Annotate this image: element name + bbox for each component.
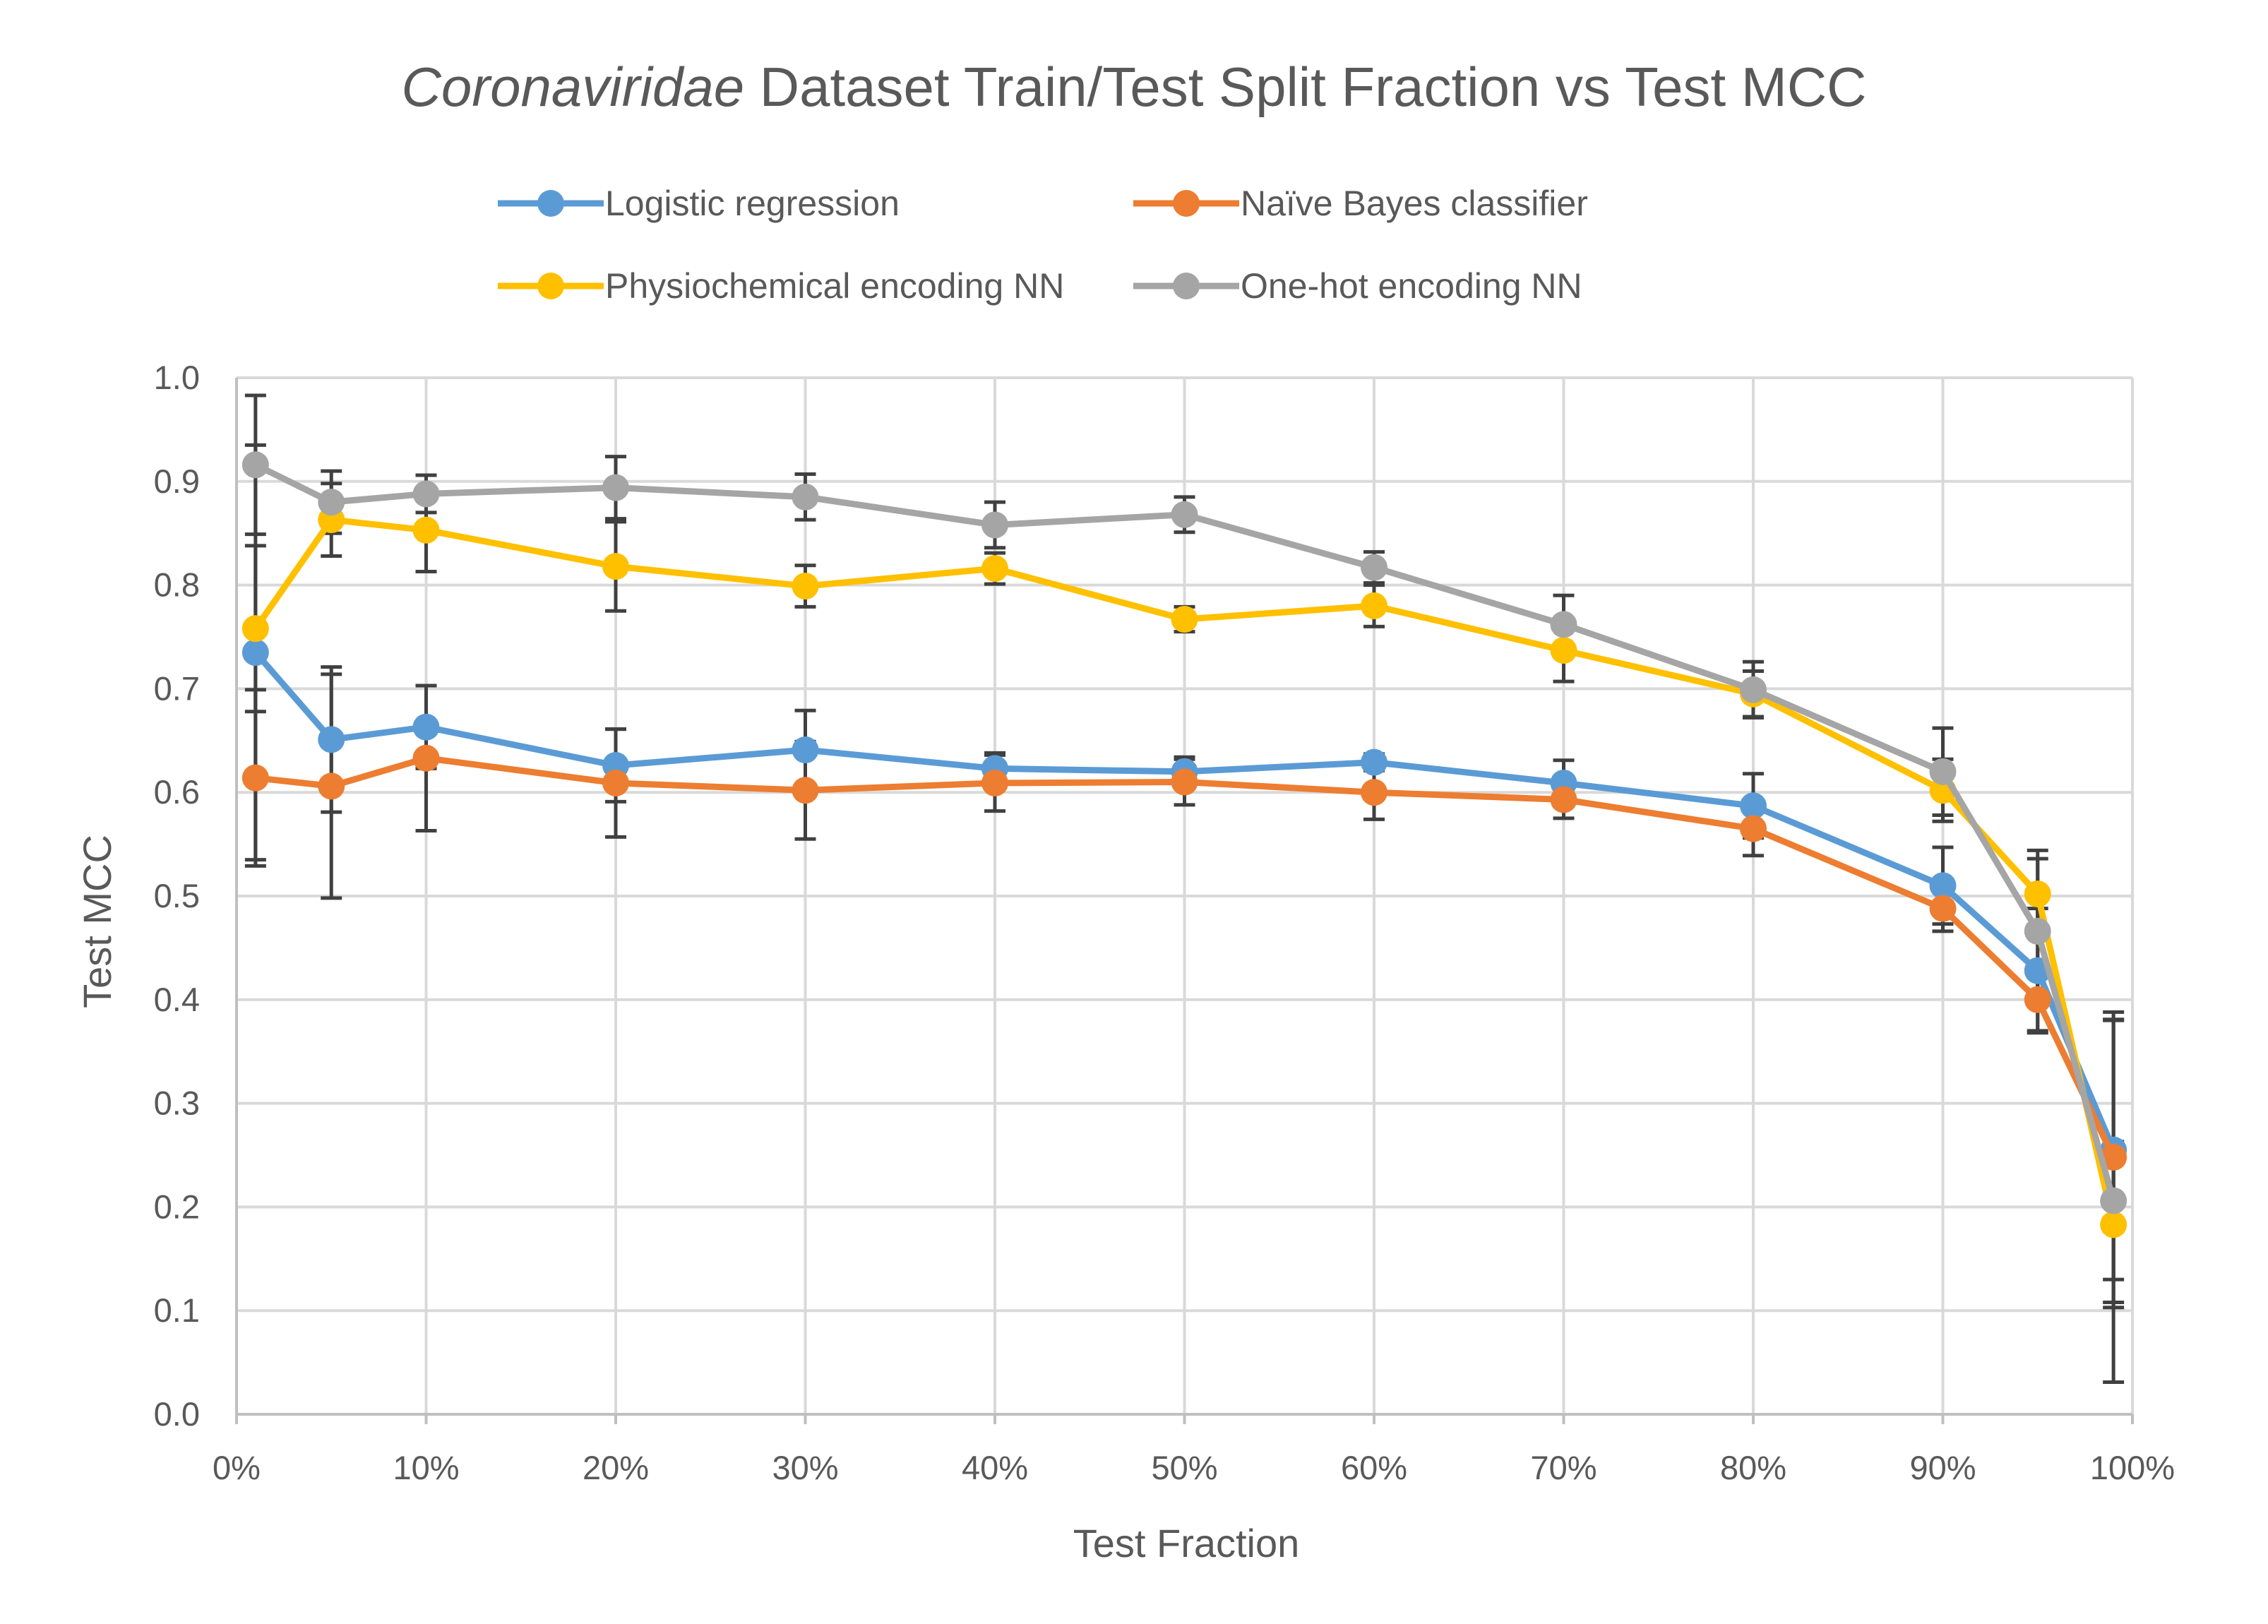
x-tick-label: 20% — [583, 1449, 649, 1486]
y-tick-label: 0.7 — [154, 669, 200, 707]
legend-label-1: Logistic regression — [605, 184, 900, 223]
series-3-point — [981, 555, 1008, 583]
series-4-point — [2100, 1187, 2127, 1214]
series-2-point — [412, 744, 440, 772]
series-3-point — [241, 615, 269, 643]
y-tick-label: 0.6 — [154, 773, 200, 811]
series-2-point — [1740, 815, 1767, 842]
legend-label-4: One-hot encoding NN — [1241, 266, 1582, 306]
series-lines — [241, 451, 2127, 1238]
series-2-point — [1361, 779, 1387, 806]
chart-title-italic: Coronaviridae — [401, 56, 744, 118]
x-tick-label: 70% — [1530, 1449, 1596, 1486]
series-1-point — [318, 726, 345, 753]
series-2-point — [2024, 986, 2051, 1013]
series-2-point — [1171, 768, 1198, 796]
series-3-point — [792, 573, 819, 600]
series-2-point — [1550, 786, 1577, 813]
y-tick-label: 0.5 — [154, 877, 200, 914]
series-4-point — [318, 489, 345, 516]
series-1-point — [1361, 748, 1387, 776]
series-3-point — [602, 553, 629, 580]
series-3-point — [1171, 606, 1198, 633]
series-4-point — [412, 480, 440, 508]
series-4-point — [241, 451, 269, 479]
series-1-point — [1929, 872, 1957, 900]
series-1-point — [1740, 792, 1767, 820]
series-2-point — [981, 769, 1008, 796]
x-tick-label: 90% — [1909, 1449, 1976, 1486]
chart-title-rest: Dataset Train/Test Split Fraction vs Tes… — [744, 56, 1866, 118]
legend-marker-3 — [537, 273, 564, 299]
series-2-point — [318, 772, 345, 800]
series-1-point — [241, 639, 269, 667]
series-3-point — [412, 516, 440, 544]
x-tick-label: 80% — [1720, 1449, 1786, 1486]
legend: Logistic regression Naïve Bayes classifie… — [498, 184, 1588, 306]
series-2-point — [2100, 1143, 2127, 1171]
series-4-point — [1361, 554, 1387, 581]
series-4-point — [2024, 917, 2051, 945]
series-3-point — [2024, 880, 2051, 908]
x-tick-label: 30% — [772, 1449, 838, 1486]
series-2-point — [241, 764, 269, 792]
series-4-point — [1929, 758, 1957, 785]
y-axis-title: Test MCC — [75, 835, 119, 1008]
legend-marker-2 — [1173, 190, 1200, 217]
series-3-point — [1550, 637, 1577, 664]
series-2-point — [792, 777, 819, 804]
y-tick-label: 0.9 — [154, 462, 200, 500]
chart-title: Coronaviridae Dataset Train/Test Split F… — [401, 56, 1866, 118]
x-tick-label: 10% — [393, 1449, 459, 1486]
tick-labels: 0% 10% 20% 30% 40% 50% 60% 70% 80% 90% 100% 0.0 0.1 0… — [154, 359, 2175, 1486]
x-tick-label: 60% — [1341, 1449, 1407, 1486]
series-2-point — [1929, 895, 1957, 922]
series-4-point — [1171, 501, 1198, 528]
series-4-point — [1550, 611, 1577, 638]
axes — [235, 378, 2134, 1424]
series-1-point — [792, 736, 819, 764]
series-4-point — [602, 474, 629, 501]
y-tick-label: 0.1 — [154, 1291, 200, 1329]
series-4-point — [981, 511, 1008, 539]
y-tick-label: 0.8 — [154, 566, 200, 604]
x-tick-label: 0% — [213, 1449, 261, 1486]
y-tick-label: 0.2 — [154, 1188, 200, 1225]
legend-label-2: Naïve Bayes classifier — [1241, 184, 1588, 223]
legend-label-3: Physiochemical encoding NN — [605, 266, 1064, 306]
x-tick-label: 50% — [1151, 1449, 1217, 1486]
series-1-point — [412, 713, 440, 741]
series-3-point — [1361, 592, 1387, 619]
series-3-point — [2100, 1211, 2127, 1238]
series-4-point — [1740, 676, 1767, 703]
y-tick-label: 0.4 — [154, 981, 200, 1018]
y-tick-label: 0.0 — [154, 1395, 200, 1433]
x-tick-label: 40% — [962, 1449, 1028, 1486]
legend-marker-4 — [1173, 273, 1200, 299]
legend-marker-1 — [537, 190, 564, 217]
x-tick-label: 100% — [2090, 1449, 2175, 1486]
y-tick-label: 1.0 — [154, 359, 200, 396]
series-4-point — [792, 483, 819, 511]
y-tick-label: 0.3 — [154, 1085, 200, 1122]
x-axis-title: Test Fraction — [1073, 1521, 1300, 1565]
series-2-point — [602, 769, 629, 796]
